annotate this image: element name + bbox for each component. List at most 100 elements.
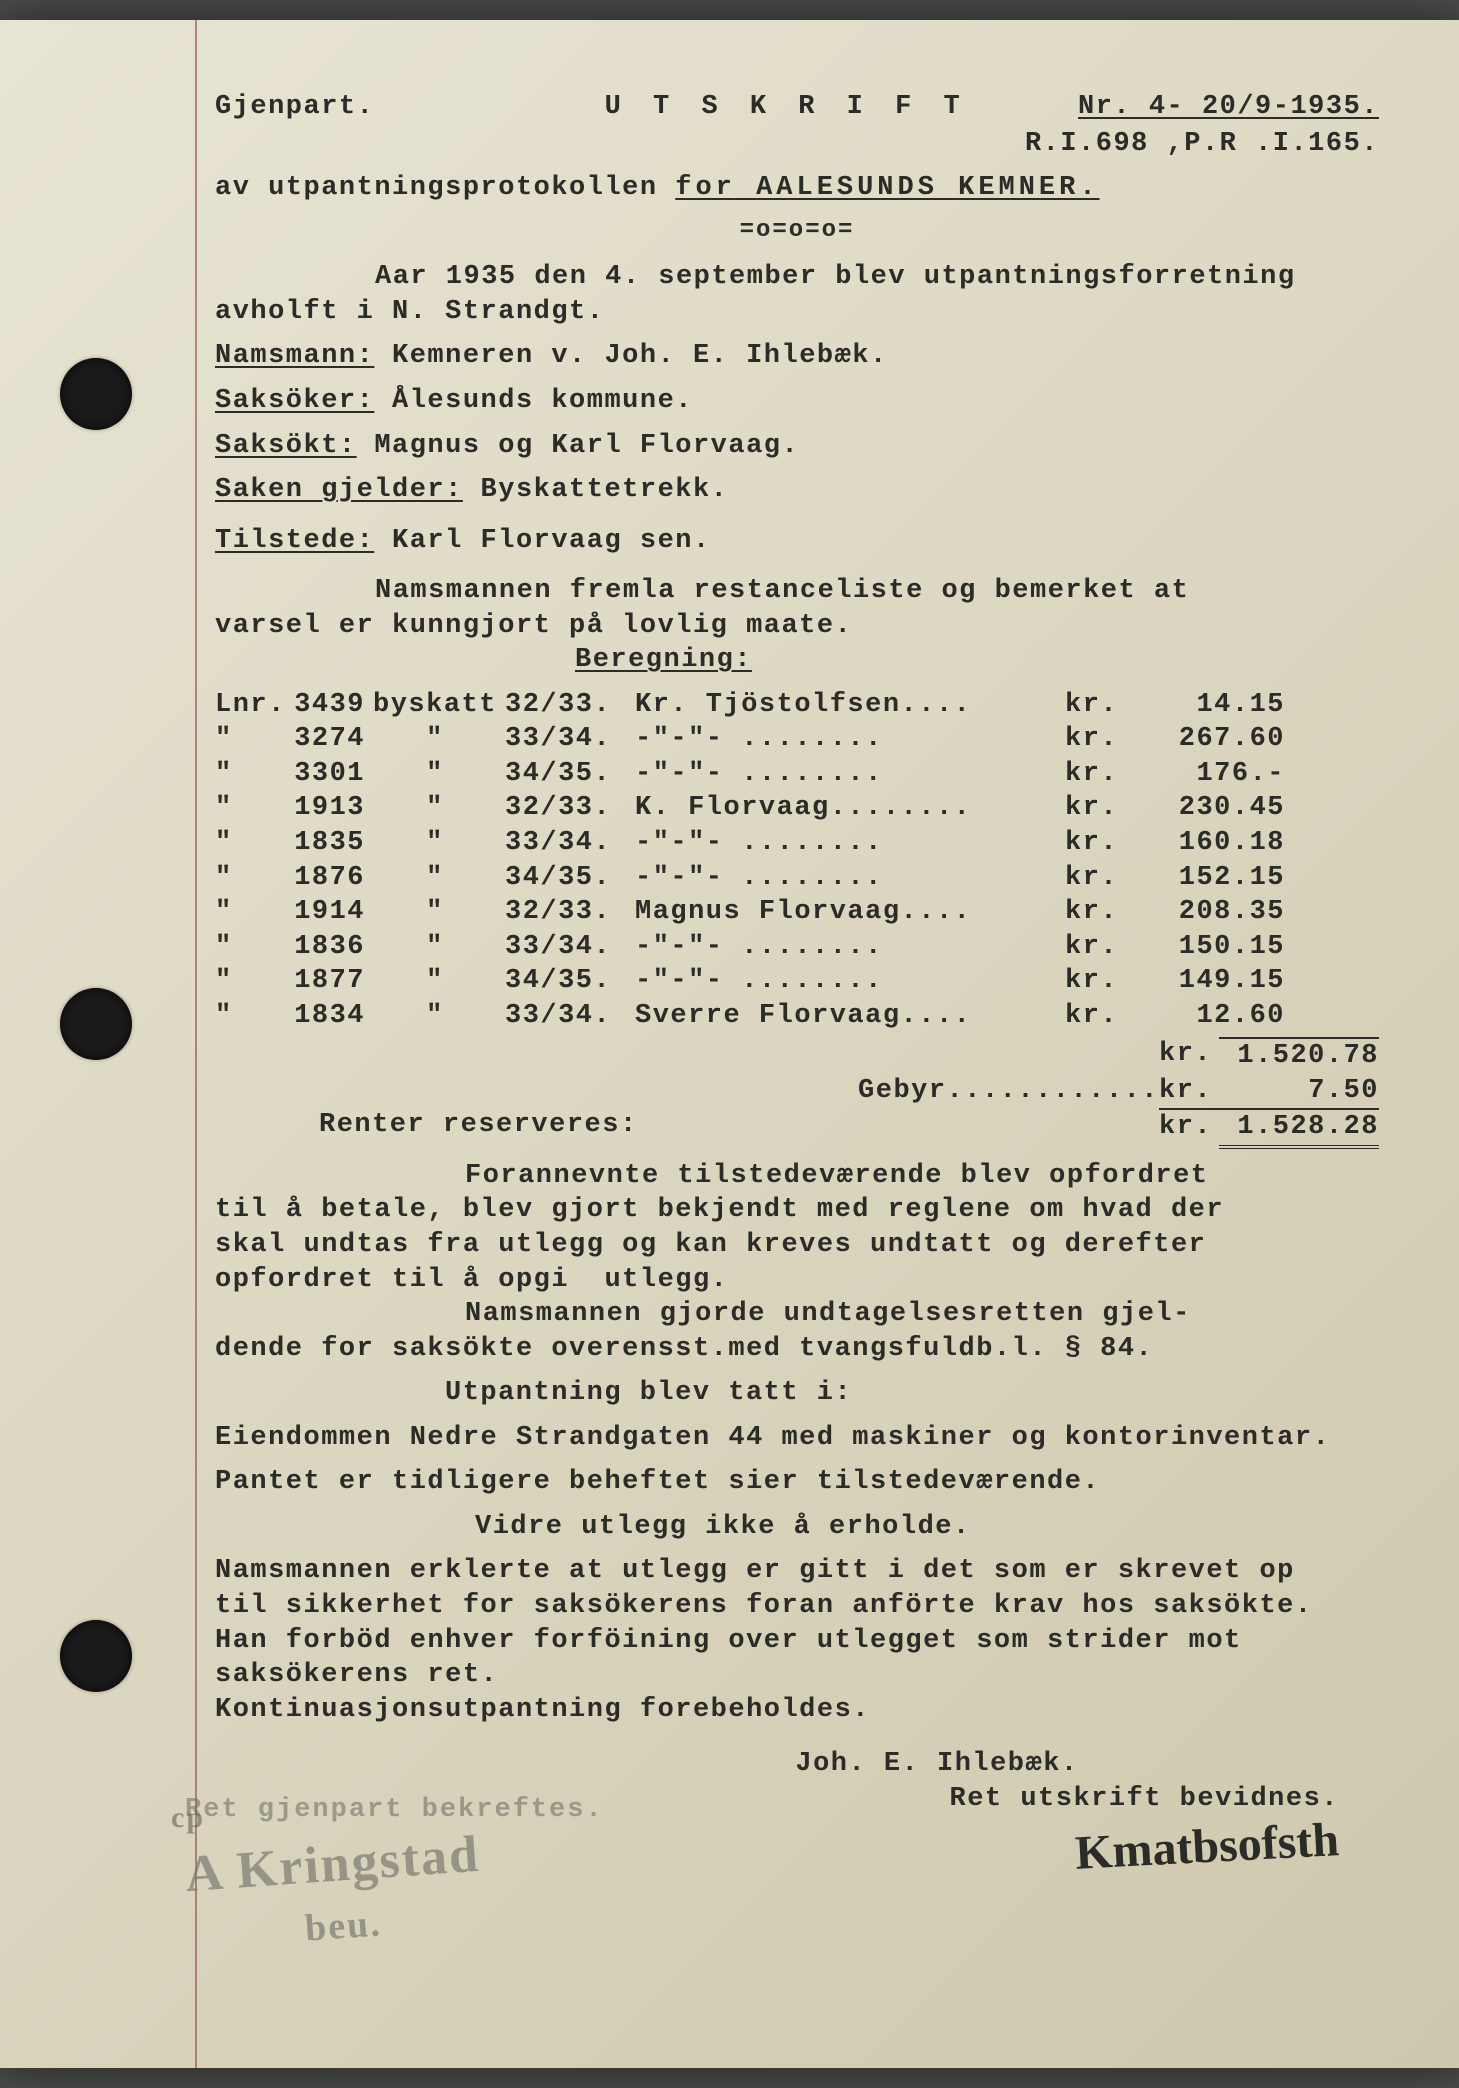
col-year: 33/34. xyxy=(505,826,635,861)
col-amt: 267.60 xyxy=(1125,722,1285,757)
p1l3: skal undtas fra utlegg og kan kreves und… xyxy=(215,1228,1379,1263)
col-byskatt: " xyxy=(365,826,505,861)
header-row: Gjenpart. U T S K R I F T Nr. 4- 20/9-19… xyxy=(215,90,1379,125)
table-row: " 1913 " 32/33.K. Florvaag........kr.230… xyxy=(215,791,1379,826)
reference-top: Nr. 4- 20/9-1935. xyxy=(1078,90,1379,125)
saksoker-label: Saksöker: xyxy=(215,386,374,416)
tax-table: Lnr.3439byskatt32/33.Kr. Tjöstolfsen....… xyxy=(215,688,1379,1033)
ret-gjenpart: Ret gjenpart bekreftes. xyxy=(185,1793,604,1828)
intro-line2: avholft i N. Strandgt. xyxy=(215,295,1379,330)
col-num: 1836 xyxy=(275,930,365,965)
beregning-label: Beregning: xyxy=(415,643,752,678)
body-p1: Forannevnte tilstedeværende blev opfordr… xyxy=(215,1159,1379,1366)
subtotal-row: kr. 1.520.78 xyxy=(215,1037,1379,1074)
col-year: 33/34. xyxy=(505,930,635,965)
col-name: Sverre Florvaag.... xyxy=(635,999,1065,1034)
p2l1: Namsmannen gjorde undtagelsesretten gjel… xyxy=(215,1297,1379,1332)
p3l5: Kontinuasjonsutpantning forebeholdes. xyxy=(215,1693,1379,1728)
field-tilstede: Tilstede: Karl Florvaag sen. xyxy=(215,524,1379,559)
total-kr: kr. xyxy=(1159,1108,1219,1149)
intro-line1: Aar 1935 den 4. september blev utpantnin… xyxy=(215,260,1379,295)
p3l1: Namsmannen erklerte at utlegg er gitt i … xyxy=(215,1554,1379,1589)
gjenpart-label: Gjenpart. xyxy=(215,90,374,125)
col-lnr: Lnr. xyxy=(215,688,275,723)
col-lnr: " xyxy=(215,722,275,757)
namsmann-label: Namsmann: xyxy=(215,341,374,371)
col-amt: 150.15 xyxy=(1125,930,1285,965)
col-lnr: " xyxy=(215,826,275,861)
saksoker-value: Ålesunds kommune. xyxy=(374,386,693,416)
table-row: Lnr.3439byskatt32/33.Kr. Tjöstolfsen....… xyxy=(215,688,1379,723)
total-amt: 1.528.28 xyxy=(1219,1108,1379,1149)
signature-area: Joh. E. Ihlebæk. Ret utskrift bevidnes. … xyxy=(215,1747,1379,1878)
col-name: -"-"- ........ xyxy=(635,722,1065,757)
pantet-line: Pantet er tidligere beheftet sier tilste… xyxy=(215,1465,1379,1500)
col-num: 1835 xyxy=(275,826,365,861)
col-lnr: " xyxy=(215,895,275,930)
sum-block: kr. 1.520.78 Gebyr............ kr. 7.50 … xyxy=(215,1037,1379,1149)
remarks: Namsmannen fremla restanceliste og bemer… xyxy=(215,574,1379,678)
table-row: " 1914 " 32/33.Magnus Florvaag....kr.208… xyxy=(215,895,1379,930)
signature-left-script: A Kringstad xyxy=(183,1821,482,1908)
p1l1: Forannevnte tilstedeværende blev opfordr… xyxy=(215,1159,1379,1194)
punch-hole-3 xyxy=(60,1620,132,1692)
col-lnr: " xyxy=(215,964,275,999)
field-saken: Saken gjelder: Byskattetrekk. xyxy=(215,473,1379,508)
col-byskatt: " xyxy=(365,895,505,930)
col-amt: 208.35 xyxy=(1125,895,1285,930)
vidre-line: Vidre utlegg ikke å erholde. xyxy=(475,1510,1379,1545)
table-row: " 1834 " 33/34.Sverre Florvaag....kr.12.… xyxy=(215,999,1379,1034)
col-kr: kr. xyxy=(1065,964,1125,999)
table-row: " 3301 " 34/35. -"-"- ........kr.176.- xyxy=(215,757,1379,792)
table-row: " 1876 " 34/35. -"-"- ........kr.152.15 xyxy=(215,861,1379,896)
utpantning-line: Utpantning blev tatt i: xyxy=(445,1376,1379,1411)
col-lnr: " xyxy=(215,930,275,965)
saksokt-value: Magnus og Karl Florvaag. xyxy=(357,431,800,461)
punch-hole-1 xyxy=(60,358,132,430)
col-kr: kr. xyxy=(1065,757,1125,792)
signature-left-block: cp Ret gjenpart bekreftes. A Kringstad b… xyxy=(185,1793,604,1951)
gebyr-kr: kr. xyxy=(1159,1074,1219,1109)
col-num: 1914 xyxy=(275,895,365,930)
table-row: " 1836 " 33/34. -"-"- ........kr.150.15 xyxy=(215,930,1379,965)
col-num: 3274 xyxy=(275,722,365,757)
col-amt: 176.- xyxy=(1125,757,1285,792)
col-kr: kr. xyxy=(1065,930,1125,965)
table-row: " 1877 " 34/35. -"-"- ........kr.149.15 xyxy=(215,964,1379,999)
p2l2: dende for saksökte overensst.med tvangsf… xyxy=(215,1332,1379,1367)
p1l4: opfordret til å opgi utlegg. xyxy=(215,1263,1379,1298)
table-row: " 1835 " 33/34. -"-"- ........kr.160.18 xyxy=(215,826,1379,861)
col-num: 3439 xyxy=(275,688,365,723)
col-num: 1913 xyxy=(275,791,365,826)
table-row: " 3274 " 33/34. -"-"- ........kr.267.60 xyxy=(215,722,1379,757)
col-name: Kr. Tjöstolfsen.... xyxy=(635,688,1065,723)
col-amt: 12.60 xyxy=(1125,999,1285,1034)
field-saksoker: Saksöker: Ålesunds kommune. xyxy=(215,384,1379,419)
col-kr: kr. xyxy=(1065,688,1125,723)
saken-label: Saken gjelder: xyxy=(215,475,463,505)
renter-label: Renter reserveres: xyxy=(319,1108,739,1149)
signer-name: Joh. E. Ihlebæk. xyxy=(495,1747,1379,1782)
subtitle: av utpantningsprotokollen for AALESUNDS … xyxy=(215,171,1379,206)
col-lnr: " xyxy=(215,861,275,896)
eiendom-line: Eiendommen Nedre Strandgaten 44 med mask… xyxy=(215,1421,1379,1456)
subtotal-empty xyxy=(739,1037,1159,1074)
col-amt: 14.15 xyxy=(1125,688,1285,723)
tilstede-label: Tilstede: xyxy=(215,526,374,556)
subtitle-for: for xyxy=(675,173,736,203)
col-name: -"-"- ........ xyxy=(635,757,1065,792)
col-amt: 149.15 xyxy=(1125,964,1285,999)
col-kr: kr. xyxy=(1065,861,1125,896)
col-year: 34/35. xyxy=(505,757,635,792)
col-byskatt: byskatt xyxy=(365,688,505,723)
col-year: 33/34. xyxy=(505,999,635,1034)
title: U T S K R I F T xyxy=(605,90,968,125)
col-name: -"-"- ........ xyxy=(635,964,1065,999)
col-kr: kr. xyxy=(1065,826,1125,861)
signature-right-script: Kmatbsofsth xyxy=(1074,1809,1341,1884)
field-saksokt: Saksökt: Magnus og Karl Florvaag. xyxy=(215,429,1379,464)
field-namsmann: Namsmann: Kemneren v. Joh. E. Ihlebæk. xyxy=(215,339,1379,374)
col-byskatt: " xyxy=(365,930,505,965)
left-margin-rule xyxy=(195,20,197,2068)
subtitle-prefix: av utpantningsprotokollen xyxy=(215,173,675,203)
